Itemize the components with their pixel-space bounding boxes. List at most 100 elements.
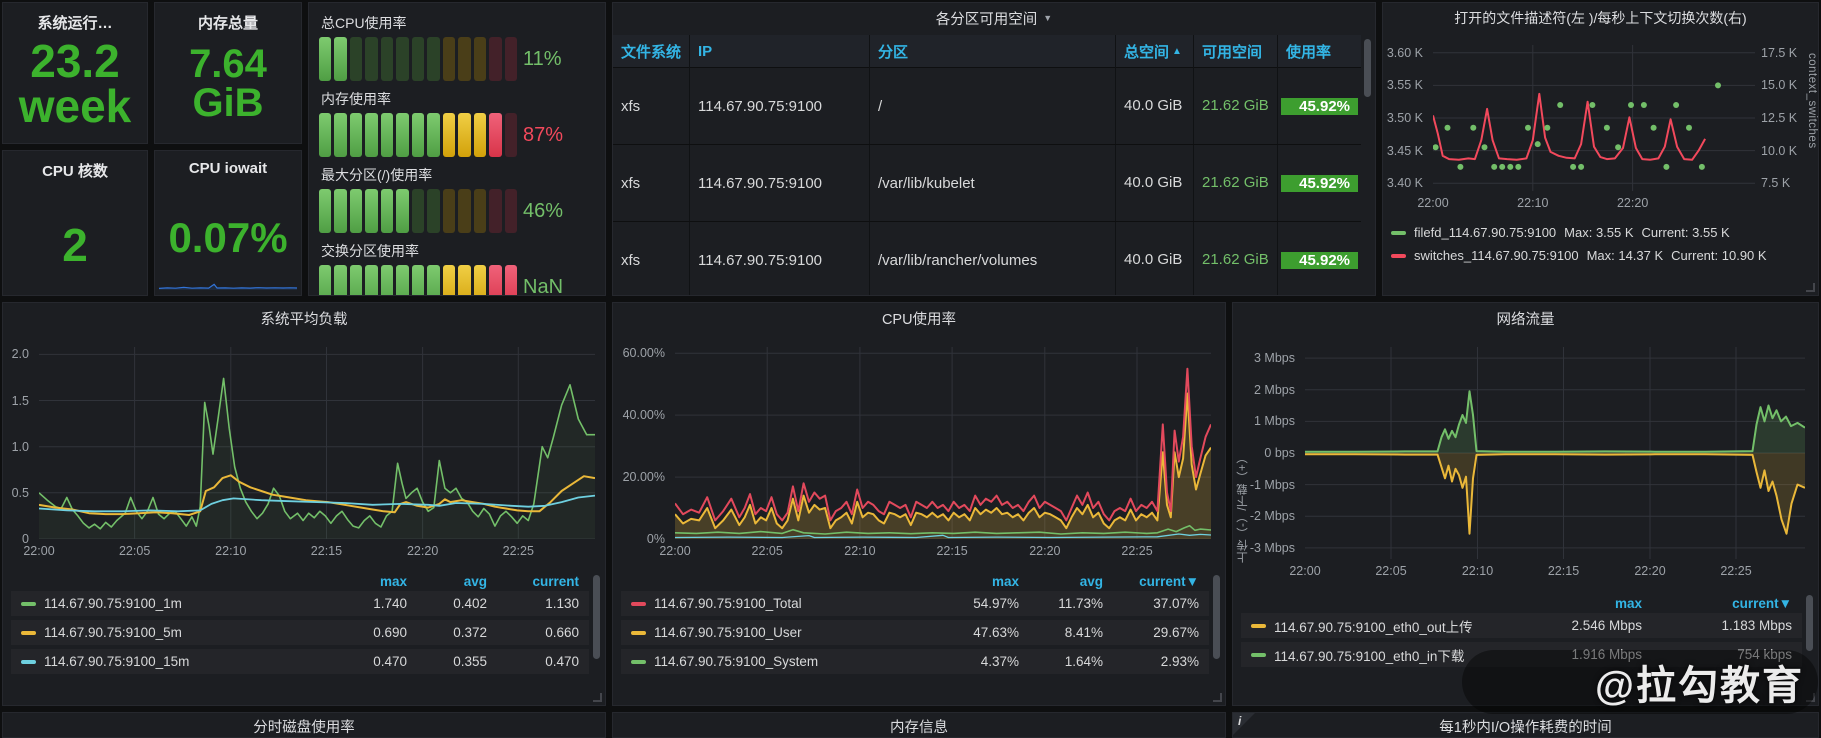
axis-tick-label: 22:15: [936, 544, 968, 558]
table-column-header[interactable]: 可用空间: [1193, 35, 1277, 68]
legend-series-label: switches_114.67.90.75:9100: [1414, 248, 1579, 263]
gauge-row: 46%: [319, 189, 595, 233]
table-column-label: 总空间: [1124, 44, 1170, 61]
table-column-header[interactable]: IP: [689, 35, 869, 68]
legend-item[interactable]: 114.67.90.75:9100_15m 0.470 0.355 0.470: [11, 649, 589, 674]
panel-title-cores[interactable]: CPU 核数: [42, 163, 108, 180]
panel-title-disk-usage[interactable]: 分时磁盘使用率: [253, 719, 355, 736]
cpu-legend-scrollbar[interactable]: [1213, 575, 1220, 659]
axis-tick-label: 22:25: [502, 544, 534, 558]
load-x-axis: 22:00 22:05 22:10 22:15 22:20 22:25: [23, 541, 595, 559]
gauge-bar-segment: [411, 113, 425, 157]
legend-series-name[interactable]: 114.67.90.75:9100_15m: [21, 654, 327, 669]
axis-tick-label: 3.60 K: [1386, 45, 1423, 60]
network-legend-scrollbar[interactable]: [1806, 595, 1813, 651]
cpu-legend: max avg current▼ 114.67.90.75:9100_Total 54.…: [621, 571, 1209, 678]
legend-column-header[interactable]: avg: [463, 573, 487, 589]
panel-title-io-time[interactable]: 每1秒内I/O操作耗费的时间: [1439, 719, 1612, 736]
panel-title-iowait[interactable]: CPU iowait: [188, 160, 268, 177]
legend-column-header[interactable]: current▼: [1139, 573, 1199, 589]
gauge-bar-segment: [458, 189, 471, 233]
legend-column-header[interactable]: max: [379, 573, 407, 589]
axis-tick-label: 3.40 K: [1386, 176, 1423, 191]
legend-column-header[interactable]: current▼: [1732, 595, 1792, 611]
gauge-bars: [319, 189, 518, 233]
filefd-legend: filefd_114.67.90.75:9100 Max: 3.55 K Curre…: [1391, 221, 1804, 267]
info-icon[interactable]: i: [1238, 714, 1242, 728]
context-switches-axis-label: context_switches: [1806, 53, 1818, 149]
gauge-bar-segment: [442, 265, 456, 295]
legend-value: 29.67%: [1153, 625, 1199, 640]
legend-column-header[interactable]: avg: [1079, 573, 1103, 589]
panel-resize-handle[interactable]: [1806, 693, 1815, 702]
gauge-value: NaN: [523, 275, 564, 296]
legend-item[interactable]: filefd_114.67.90.75:9100 Max: 3.55 K Curre…: [1391, 221, 1804, 244]
legend-column-header[interactable]: max: [1614, 595, 1642, 611]
panel-title-system-load[interactable]: 系统平均负载: [260, 311, 348, 328]
axis-tick-label: 1.0: [11, 439, 29, 454]
gauge-bar-segment: [349, 189, 363, 233]
usage-value: 45.92%: [1281, 251, 1358, 269]
legend-series-name[interactable]: 114.67.90.75:9100_eth0_in下载: [1251, 645, 1472, 665]
table-column-header[interactable]: 总空间 ▲: [1115, 35, 1193, 68]
legend-series-label: filefd_114.67.90.75:9100: [1414, 225, 1557, 240]
filefd-chart[interactable]: [1433, 45, 1755, 191]
panel-resize-handle[interactable]: [593, 693, 602, 702]
network-chart[interactable]: [1305, 347, 1805, 559]
axis-tick-label: 0.5: [11, 485, 29, 500]
axis-tick-label: 17.5 K: [1761, 45, 1798, 60]
cpu-iowait-value: 0.07%: [168, 214, 288, 261]
axis-tick-label: 22:15: [310, 544, 343, 558]
panel-title-partition-table[interactable]: 各分区可用空间 ▼: [613, 3, 1375, 33]
axis-tick-label: 3.50 K: [1386, 111, 1423, 125]
legend-item[interactable]: 114.67.90.75:9100_1m 1.740 0.402 1.130: [11, 591, 589, 616]
panel-title-memory-info[interactable]: 内存信息: [890, 719, 948, 736]
table-cell: xfs: [621, 97, 641, 115]
panel-title-uptime[interactable]: 系统运行…: [37, 15, 113, 32]
legend-value: 0.660: [545, 625, 579, 640]
legend-item[interactable]: 114.67.90.75:9100_eth0_out上传 2.546 Mbps 1.…: [1241, 613, 1802, 638]
legend-item[interactable]: 114.67.90.75:9100_System 4.37% 1.64% 2.93%: [621, 649, 1209, 674]
network-legend: max current▼ 114.67.90.75:9100_eth0_out上传 2…: [1241, 593, 1802, 671]
legend-series-name[interactable]: 114.67.90.75:9100_1m: [21, 596, 327, 611]
usage-cell: 45.92%: [1277, 68, 1361, 144]
legend-column-header[interactable]: current: [532, 573, 579, 589]
legend-series-name[interactable]: 114.67.90.75:9100_5m: [21, 625, 327, 640]
panel-title-filefd[interactable]: 打开的文件描述符(左 )/每秒上下文切换次数(右): [1454, 10, 1747, 26]
usage-value: 45.92%: [1281, 174, 1358, 192]
gauge-title: 内存使用率: [321, 91, 391, 107]
axis-tick-label: 20.00%: [622, 470, 665, 485]
legend-series-name[interactable]: 114.67.90.75:9100_User: [631, 625, 933, 640]
gauge-bar-segment: [473, 265, 487, 295]
load-chart[interactable]: [39, 347, 595, 539]
table-scrollbar[interactable]: [1364, 39, 1371, 97]
panel-resize-handle[interactable]: [1213, 693, 1222, 702]
cpu-chart[interactable]: [675, 347, 1211, 539]
table-column-header[interactable]: 使用率: [1277, 35, 1361, 68]
axis-tick-label: 22:05: [1375, 564, 1407, 578]
panel-title-network[interactable]: 网络流量: [1496, 311, 1555, 328]
panel-title-cpu-usage[interactable]: CPU使用率: [881, 311, 957, 328]
legend-value: 1.64%: [1064, 654, 1103, 669]
legend-series-name[interactable]: 114.67.90.75:9100_Total: [631, 596, 933, 611]
legend-column-header[interactable]: max: [991, 573, 1019, 589]
table-column-header[interactable]: 分区: [869, 35, 1115, 68]
legend-color-swatch: [631, 630, 646, 635]
load-legend-scrollbar[interactable]: [593, 575, 600, 659]
legend-item[interactable]: switches_114.67.90.75:9100 Max: 14.37 K Cu…: [1391, 244, 1804, 267]
panel-resize-handle[interactable]: [1806, 283, 1815, 292]
gauge-bar-segment: [489, 265, 502, 295]
memory-total-value: 7.64 GiB: [189, 42, 267, 126]
legend-series-name[interactable]: 114.67.90.75:9100_System: [631, 654, 933, 669]
legend-item[interactable]: 114.67.90.75:9100_5m 0.690 0.372 0.660: [11, 620, 589, 645]
axis-tick-label: -3 Mbps: [1249, 540, 1295, 555]
axis-tick-label: 22:00: [23, 544, 55, 558]
table-column-header[interactable]: 文件系统: [613, 35, 689, 68]
legend-series-name[interactable]: 114.67.90.75:9100_eth0_out上传: [1251, 616, 1472, 636]
panel-title-memory[interactable]: 内存总量: [197, 15, 258, 32]
table-column-label: 分区: [878, 44, 909, 61]
table-cell: 114.67.90.75:9100: [689, 222, 869, 295]
legend-item[interactable]: 114.67.90.75:9100_User 47.63% 8.41% 29.67%: [621, 620, 1209, 645]
legend-item[interactable]: 114.67.90.75:9100_Total 54.97% 11.73% 37.07…: [621, 591, 1209, 616]
legend-item[interactable]: 114.67.90.75:9100_eth0_in下载 1.916 Mbps 754…: [1241, 642, 1802, 667]
